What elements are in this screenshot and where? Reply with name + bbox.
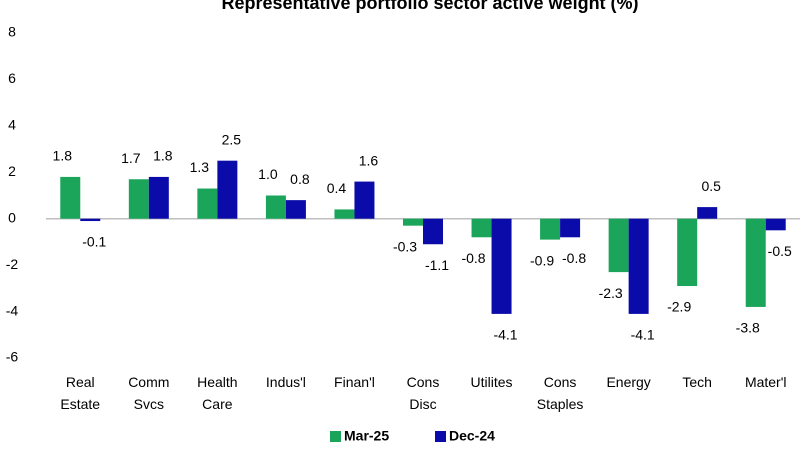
data-label: -0.1 [82,234,106,250]
data-label: -2.3 [599,285,623,301]
y-tick-label: 4 [8,117,16,133]
x-tick-label: Cons Staples [537,374,584,412]
data-label: -0.8 [562,250,586,266]
x-tick-label: Finan'l [334,374,375,390]
bar [471,218,492,238]
data-label: 1.0 [258,166,278,182]
bar [628,218,649,314]
x-tick-label: Tech [682,374,712,390]
legend-label: Dec-24 [449,428,495,444]
y-tick-label: 8 [8,24,16,40]
bar [265,195,286,219]
x-tick-label: Indus'l [266,374,306,390]
bar [354,181,375,219]
legend-swatch [330,431,341,442]
bar [197,188,218,219]
data-label: -4.1 [493,327,517,343]
data-label: 1.6 [359,152,379,168]
data-label: -0.3 [393,238,417,254]
y-tick-label: 2 [8,163,16,179]
bar [765,218,786,231]
legend-swatch [435,431,446,442]
data-label: -1.1 [425,257,449,273]
bar [285,200,306,219]
x-tick-label: Cons Disc [407,374,440,412]
data-label: 1.8 [53,148,73,164]
bar [608,218,629,273]
data-label: 1.8 [153,148,173,164]
bar [677,218,698,287]
data-label: 1.3 [190,159,210,175]
data-label: 0.4 [327,180,347,196]
x-tick-label: Mater'l [745,374,787,390]
data-label: -0.8 [461,250,485,266]
bar [540,218,561,240]
data-label: 0.8 [290,171,310,187]
bar [80,218,101,222]
bar [334,209,355,219]
bar [148,176,169,219]
bar [560,218,581,238]
y-tick-label: -2 [6,256,19,272]
data-label: -0.5 [768,243,792,259]
data-label: -4.1 [631,327,655,343]
x-tick-label: Utilites [471,374,513,390]
data-label: -2.9 [667,299,691,315]
bar [423,218,443,245]
bar [217,160,238,219]
bar [697,207,718,219]
bar [60,176,81,219]
data-label: 1.7 [121,150,141,166]
bar [491,218,512,314]
y-tick-label: 6 [8,70,16,86]
y-tick-label: 0 [8,209,16,225]
chart-title: Representative portfolio sector active w… [221,0,638,13]
data-label: 2.5 [222,131,242,147]
data-label: -0.9 [530,252,554,268]
data-label: 0.5 [701,178,721,194]
x-tick-label: Energy [606,374,650,390]
y-tick-label: -4 [6,302,19,318]
x-tick-label: Comm Svcs [128,374,169,412]
legend-label: Mar-25 [344,428,389,444]
data-label: -3.8 [736,320,760,336]
bar [128,179,149,219]
bar [403,218,423,226]
bar [745,218,766,307]
x-tick-label: Real Estate [60,374,100,412]
x-tick-label: Health Care [197,374,237,412]
y-tick-label: -6 [6,349,19,365]
